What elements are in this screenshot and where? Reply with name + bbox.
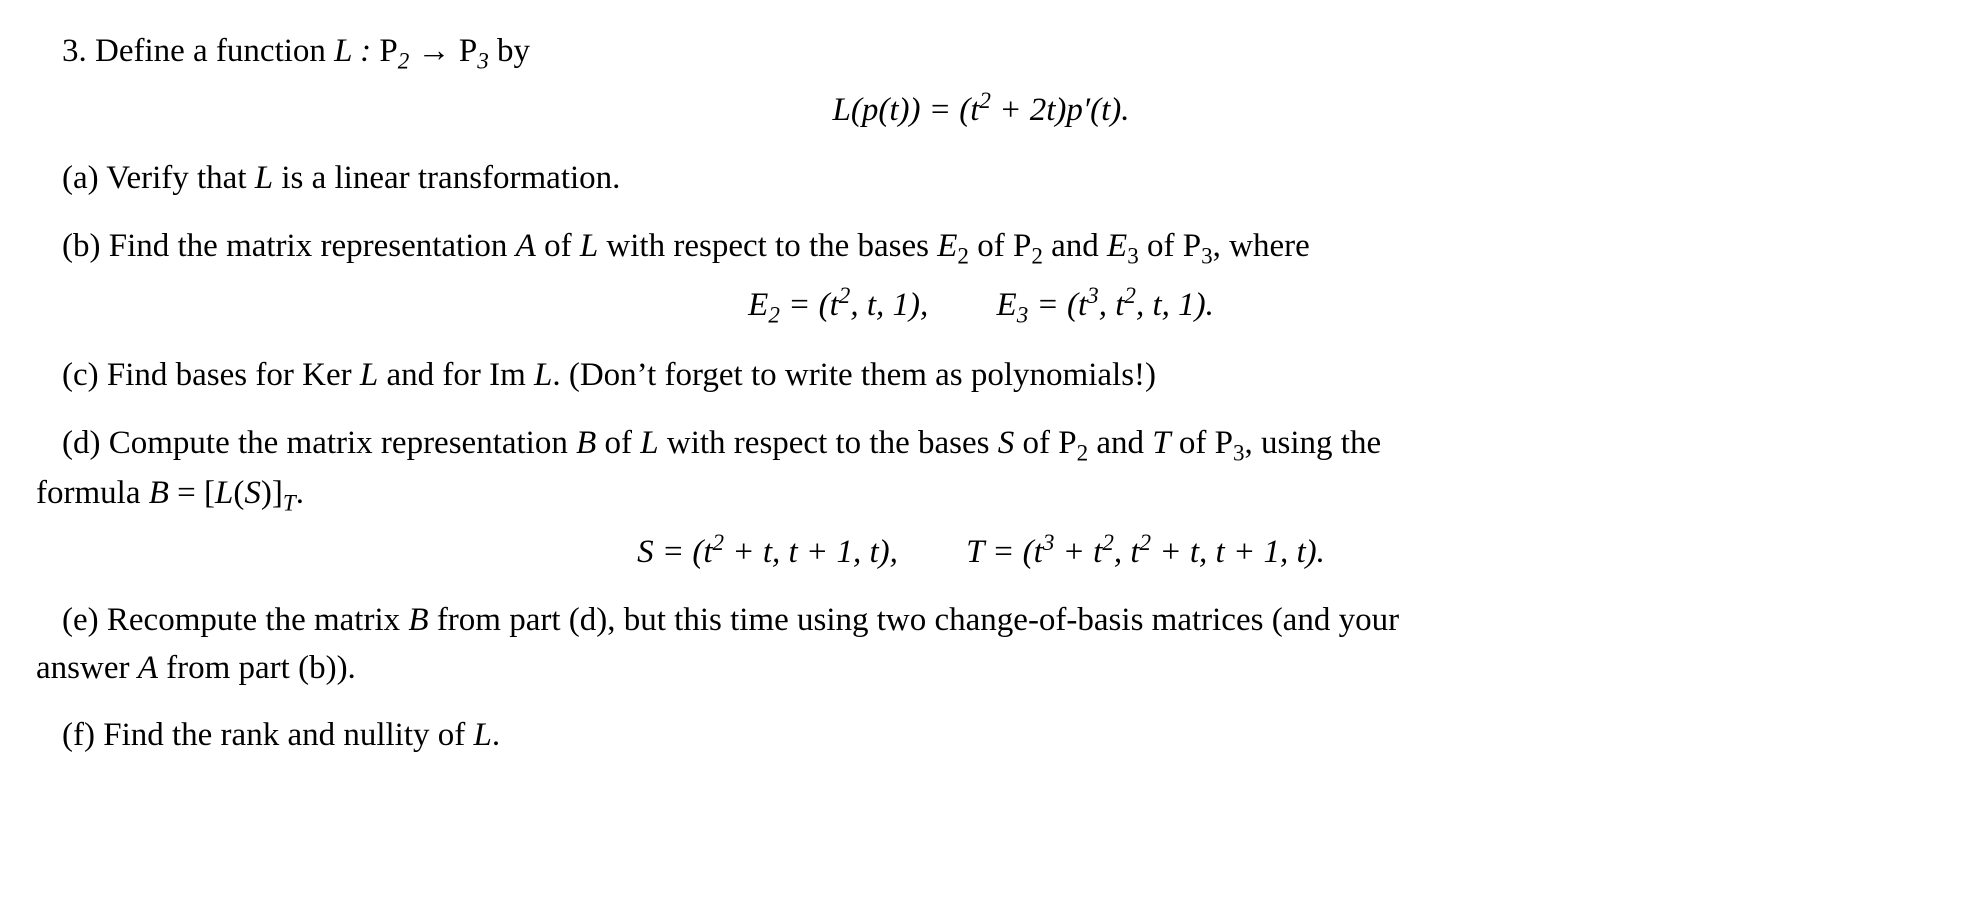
part-b-equation: E2 = (t2, t, 1), E3 = (t3, t2, t, 1). xyxy=(36,279,1926,332)
part-e-line1: (e) Recompute the matrix B from part (d)… xyxy=(62,597,1926,645)
part-c-label: (c) xyxy=(62,357,99,393)
part-b-eq-left: E2 = (t2, t, 1), xyxy=(748,279,928,332)
problem-intro-after: by xyxy=(497,33,530,69)
part-c: (c) Find bases for Ker L and for Im L. (… xyxy=(62,352,1926,400)
problem-number: 3. xyxy=(62,33,87,69)
part-b: (b) Find the matrix representation A of … xyxy=(62,223,1926,273)
part-e-line2: answer A from part (b)). xyxy=(36,645,1926,693)
part-d-label: (d) xyxy=(62,425,100,461)
part-a: (a) Verify that L is a linear transforma… xyxy=(62,155,1926,203)
main-equation: L(p(t)) = (t2 + 2t)p′(t). xyxy=(36,84,1926,135)
part-d-eq-right: T = (t3 + t2, t2 + t, t + 1, t). xyxy=(966,526,1325,577)
part-d-equation: S = (t2 + t, t + 1, t), T = (t3 + t2, t2… xyxy=(36,526,1926,577)
part-b-eq-right: E3 = (t3, t2, t, 1). xyxy=(997,279,1214,332)
page-root: 3. Define a function L : P2 → P3 by L(p(… xyxy=(0,0,1962,780)
part-e-label: (e) xyxy=(62,602,99,638)
part-d-eq-left: S = (t2 + t, t + 1, t), xyxy=(637,526,898,577)
part-b-label: (b) xyxy=(62,228,100,264)
part-f: (f) Find the rank and nullity of L. xyxy=(62,712,1926,760)
part-d-line2: formula B = [L(S)]T. xyxy=(36,470,1926,520)
part-d-line1: (d) Compute the matrix representation B … xyxy=(62,420,1926,470)
part-a-label: (a) xyxy=(62,160,99,196)
problem-intro-line: 3. Define a function L : P2 → P3 by xyxy=(62,28,1926,78)
part-f-label: (f) xyxy=(62,717,95,753)
problem-intro-math: L : P2 → P3 xyxy=(334,33,497,69)
problem-intro-text: Define a function xyxy=(95,33,334,69)
